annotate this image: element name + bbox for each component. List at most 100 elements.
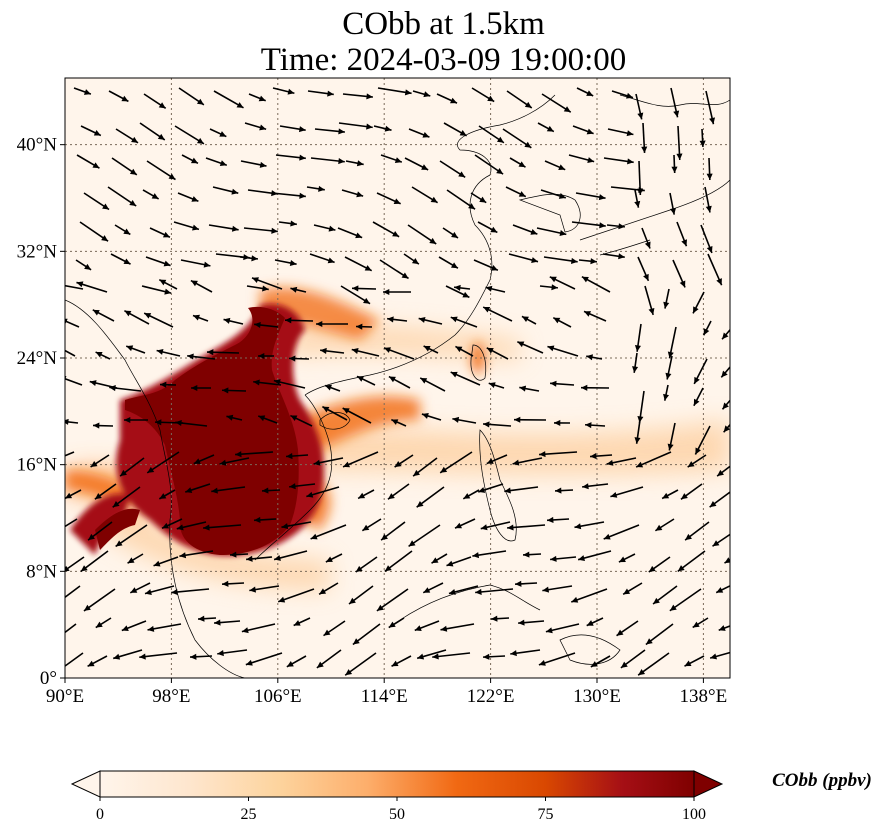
wind-arrow: [279, 125, 306, 133]
x-tick-label: 130°E: [573, 686, 621, 707]
wind-arrow: [661, 682, 676, 692]
wind-arrow: [115, 128, 139, 144]
wind-arrow: [541, 93, 572, 113]
wind-arrow: [704, 186, 712, 213]
wind-arrow: [320, 347, 345, 354]
wind-arrow: [121, 620, 147, 632]
wind-arrow: [702, 320, 712, 336]
colorbar-tick-label: 25: [241, 806, 257, 823]
wind-arrow: [510, 649, 541, 657]
wind-arrow: [693, 387, 704, 407]
wind-arrow: [545, 623, 580, 634]
wind-arrow: [576, 87, 594, 97]
wind-arrow: [610, 486, 644, 498]
wind-arrow: [720, 365, 730, 378]
wind-arrow: [632, 352, 639, 373]
wind-arrow: [709, 651, 730, 660]
wind-arrow: [740, 190, 748, 219]
wind-arrow: [512, 224, 538, 235]
wind-arrow: [607, 128, 634, 137]
wind-arrow: [739, 286, 746, 307]
wind-arrow: [159, 381, 177, 388]
wind-arrow: [76, 281, 108, 293]
colorbar-tick-label: 50: [389, 806, 405, 823]
wind-arrow: [490, 615, 510, 622]
wind-arrow: [672, 259, 686, 288]
wind-arrow: [506, 90, 533, 109]
wind-arrow: [540, 189, 567, 199]
wind-arrow: [145, 256, 171, 267]
wind-arrow: [87, 521, 113, 541]
wind-arrow: [192, 314, 209, 322]
wind-arrow: [108, 90, 129, 103]
wind-arrow: [109, 385, 142, 392]
wind-arrow: [446, 556, 472, 567]
wind-arrow: [418, 316, 443, 325]
x-tick-label: 98°E: [152, 686, 190, 707]
wind-arrow: [442, 227, 459, 239]
wind-arrow: [94, 483, 117, 500]
wind-arrow: [547, 345, 579, 357]
x-tick-label: 106°E: [254, 686, 302, 707]
wind-arrow: [582, 483, 609, 490]
wind-arrow: [310, 157, 345, 165]
wind-arrow: [357, 489, 375, 500]
wind-arrow: [439, 160, 466, 178]
wind-arrow: [229, 551, 249, 558]
wind-arrow: [235, 451, 274, 458]
colorbar-tick-label: 0: [96, 806, 104, 823]
wind-arrow: [575, 192, 606, 201]
wind-arrow: [454, 518, 476, 529]
wind-arrow: [249, 585, 280, 593]
wind-arrow: [606, 223, 625, 230]
wind-arrow: [419, 377, 446, 392]
wind-arrow: [422, 582, 444, 594]
wind-arrow: [95, 351, 111, 360]
wind-arrow: [290, 286, 307, 293]
wind-arrow: [485, 285, 506, 293]
wind-arrow: [692, 617, 709, 629]
wind-arrow: [403, 253, 420, 265]
wind-arrow: [321, 688, 348, 709]
wind-arrow: [554, 487, 574, 494]
wind-arrow: [436, 93, 458, 104]
wind-arrow: [278, 220, 297, 227]
colorbar: 0 25 50 75 100 CObb (ppbv): [70, 770, 872, 823]
wind-arrow: [373, 125, 392, 132]
wind-arrow: [409, 688, 442, 696]
map-title: CObb at 1.5km: [342, 6, 545, 42]
wind-arrow: [314, 128, 345, 135]
wind-arrow: [181, 154, 199, 165]
colorbar-extend-high: [693, 770, 724, 798]
wind-arrow: [581, 276, 611, 293]
wind-arrow: [65, 318, 80, 328]
wind-arrow: [313, 224, 336, 232]
wind-arrow: [153, 556, 179, 567]
wind-arrow: [414, 620, 440, 632]
wind-arrow: [119, 457, 145, 477]
wind-arrow: [665, 355, 673, 380]
wind-arrow: [550, 555, 577, 562]
wind-arrow: [667, 326, 677, 359]
wind-arrow: [384, 550, 413, 573]
wind-arrow: [554, 682, 571, 689]
wind-arrow: [634, 323, 642, 352]
wind-arrow: [637, 256, 650, 282]
wind-arrow: [550, 380, 575, 387]
wind-arrow: [288, 355, 310, 362]
wind-arrow: [178, 87, 205, 106]
wind-arrow: [671, 154, 678, 174]
wind-arrow: [285, 453, 309, 460]
wind-arrow: [706, 157, 713, 181]
wind-arrow: [193, 454, 215, 465]
wind-arrow: [644, 285, 655, 316]
wind-arrow: [455, 345, 474, 357]
wind-arrow: [568, 154, 595, 163]
wind-arrow: [663, 288, 670, 309]
wind-arrow: [620, 649, 646, 669]
wind-arrow: [661, 489, 679, 500]
y-tick-label: 24°N: [17, 348, 58, 369]
wind-arrow: [254, 321, 279, 329]
wind-arrow: [687, 454, 707, 468]
wind-arrow: [677, 550, 706, 573]
